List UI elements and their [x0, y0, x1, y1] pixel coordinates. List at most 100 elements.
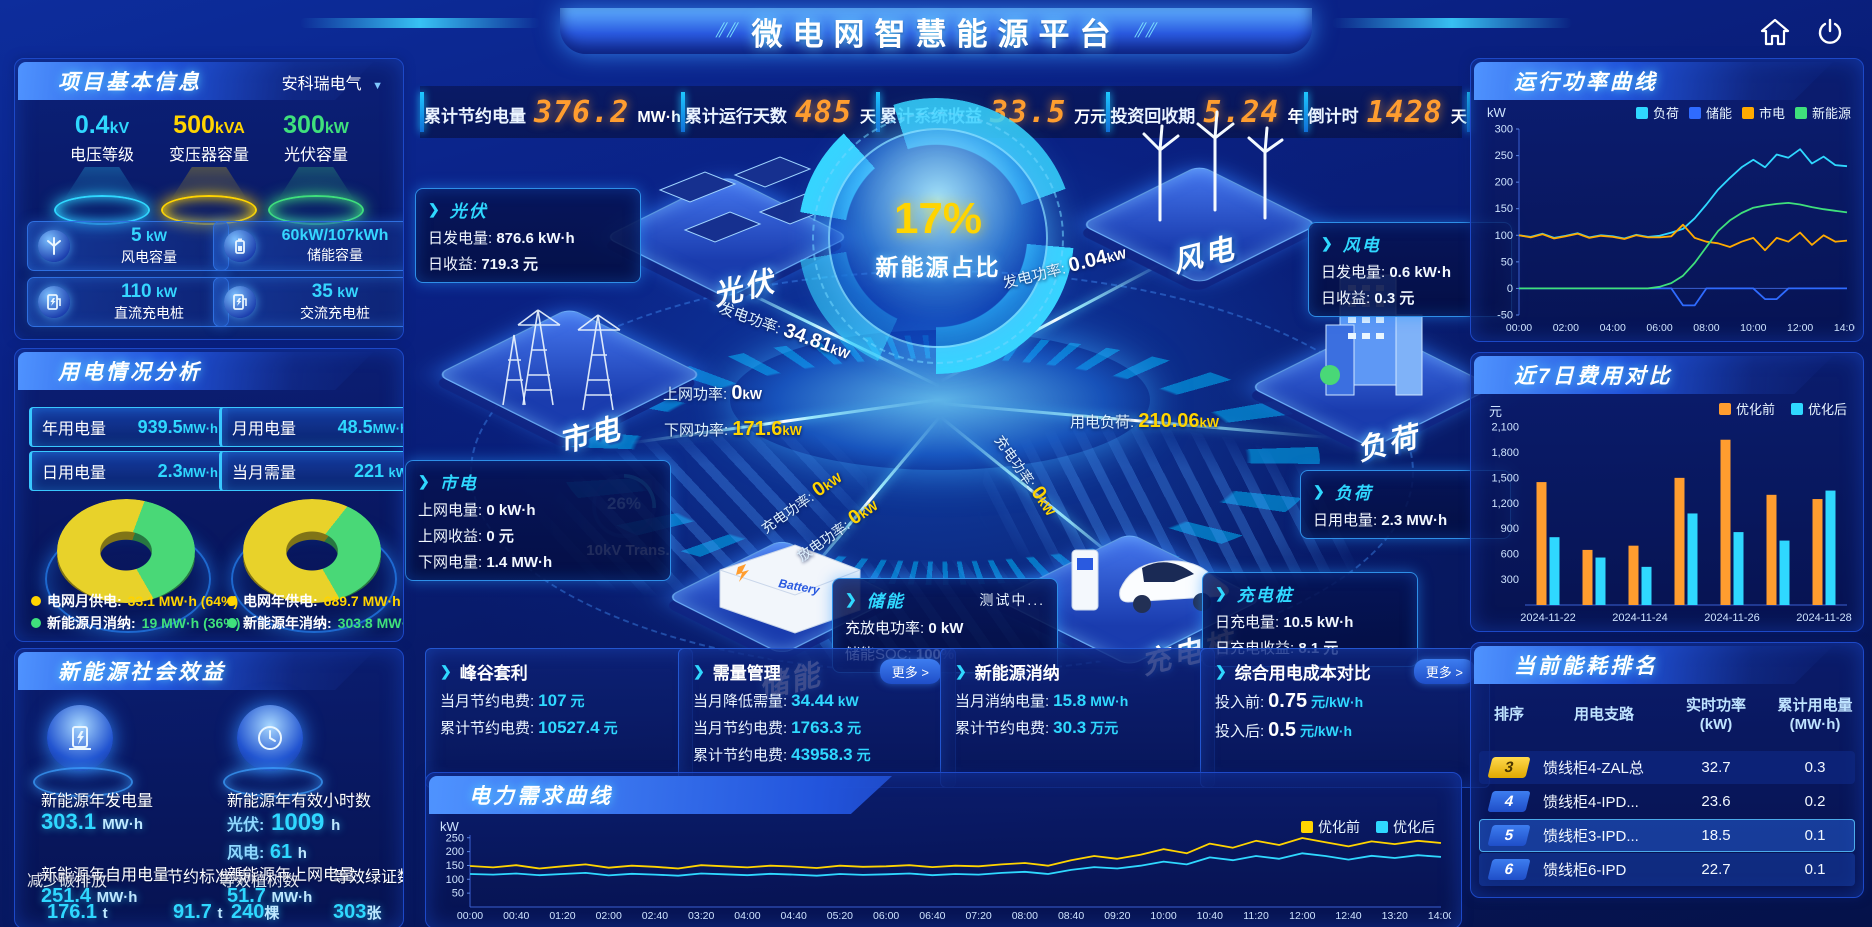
panel-title: 电力需求曲线 [469, 785, 613, 808]
trees-value: 240棵 [231, 901, 279, 924]
legend-label: 新能源 [1811, 106, 1851, 121]
ranking-row[interactable]: 6 馈线柜6-IPD 22.7 0.1 [1479, 853, 1855, 886]
stats-separator [1466, 92, 1471, 132]
kpi-title-text: 新能源消纳 [974, 664, 1060, 683]
annual-togrid-label: 新能源年上网电量 [227, 867, 356, 884]
stat-unit: MW·h [182, 420, 218, 436]
legend-label: 优化后 [1807, 402, 1847, 417]
annual-selfuse-value: 251.4 MW·h [41, 885, 137, 908]
value: 51.7 [227, 885, 266, 907]
card-storage-capacity: 60kW/107kWh 储能容量 [213, 221, 403, 271]
panel-cost-comparison: 近7日费用对比 元 优化前 优化后 300 600 900 1,200 1,500 1,8… [1470, 352, 1864, 632]
home-icon[interactable] [1760, 18, 1790, 46]
branch-name: 馈线柜4-IPD... [1543, 794, 1639, 811]
pedestal-value: 500 [173, 111, 215, 139]
y-tick-label: 250 [446, 832, 464, 844]
solar-panels-illustration [658, 156, 820, 243]
pv-info-box: ❯ 光伏 日发电量: 876.6 kW·h 日收益: 719.3 元 [415, 188, 641, 283]
kpi-title-text: 需量管理 [712, 664, 781, 683]
kpi-label: 累计节约电费: [693, 747, 788, 764]
center-ring-dashed [812, 112, 1064, 364]
donut-top [57, 499, 195, 603]
kpi-label: 投入前: [1215, 694, 1265, 711]
info-label: 下网电量: [418, 554, 483, 571]
kpi-unit: 元/kW·h [1311, 694, 1364, 710]
trees-label: 等效植树数 [219, 873, 300, 890]
x-tick-label: 09:20 [1104, 910, 1130, 922]
power-icon[interactable] [1816, 18, 1844, 46]
x-tick-label: 02:00 [1553, 322, 1579, 334]
legend-swatch [1741, 107, 1754, 119]
energy-value: 0.2 [1804, 793, 1826, 810]
kpi-unit: 元 [847, 720, 862, 736]
panel-header: 当前能耗排名 [1474, 646, 1833, 684]
info-row: 日充电量: 10.5 kW·h [1215, 611, 1405, 632]
dc-charger-icon [38, 286, 70, 318]
info-value: 0.3 元 [1374, 290, 1415, 307]
x-tick-label: 14:00 [1834, 322, 1855, 334]
annual-generation-value: 303.1 MW·h [41, 809, 143, 835]
info-row: 日发电量: 876.6 kW·h [428, 227, 628, 248]
card-text: 60kW/107kWh 储能容量 [266, 227, 403, 265]
kpi-title: ❯ 需量管理 更多 > [693, 659, 941, 684]
info-title-text: 负荷 [1334, 484, 1373, 503]
flow-value: 171.6 [732, 418, 783, 440]
y-tick-label: 300 [1495, 124, 1513, 136]
ranking-row[interactable]: 3 馈线柜4-ZAL总 32.7 0.3 [1479, 751, 1855, 784]
chevron-icon: ❯ [418, 473, 432, 489]
kpi-value: 0.75 [1268, 690, 1308, 712]
month-consumption-donut [45, 499, 211, 633]
panel-header: 用电情况分析 [18, 352, 374, 390]
cost-more-button[interactable]: 更多 > [1413, 659, 1475, 684]
legend-swatch [1376, 821, 1388, 833]
info-label: 上网收益: [418, 528, 483, 545]
legend-item: 储能 [1688, 103, 1732, 122]
annual-generation-label: 新能源年发电量 [41, 793, 154, 810]
y-tick-label: 2,100 [1491, 422, 1519, 434]
panel-header: 电力需求曲线 [429, 776, 893, 814]
value: 303.1 [41, 809, 97, 834]
kpi-label: 累计节约电费: [955, 720, 1050, 737]
stat-label: 累计节约电量 [424, 106, 526, 126]
stats-separator [420, 92, 424, 132]
legend-item: 负荷 [1635, 103, 1679, 122]
series-优化后 [469, 852, 1442, 877]
stat-day-usage: 日用电量 2.3MW·h [29, 451, 228, 491]
co2-label: 减少碳排放 [27, 873, 108, 890]
legend-label: 优化后 [1393, 819, 1435, 835]
kpi-row: 当月消纳电量: 15.8 MW·h [955, 690, 1200, 711]
flow-value: 0 [731, 382, 743, 404]
year-consumption-donut [231, 499, 397, 633]
rank-cell: 4 [1479, 791, 1539, 812]
demand-more-button[interactable]: 更多 > [879, 659, 941, 684]
rank-cell: 6 [1479, 859, 1539, 880]
y-tick-label: 50 [452, 888, 464, 900]
x-tick-label: 00:00 [1506, 322, 1532, 334]
kpi-row: 当月降低需量: 34.44 kW [693, 690, 941, 711]
stat-value: 939.5 [137, 416, 183, 437]
info-title-text: 储能 [866, 592, 905, 611]
ranking-row[interactable]: 5 馈线柜3-IPD... 18.5 0.1 [1479, 819, 1855, 852]
bar-优化后 [1779, 540, 1790, 605]
legend-label: 电网年供电: [243, 593, 318, 609]
chevron-icon: ❯ [845, 591, 859, 607]
kpi-row: 当月节约电费: 1763.3 元 [693, 717, 941, 738]
info-label: 日收益: [428, 256, 478, 273]
card-label: 直流充电桩 [114, 305, 184, 321]
kpi-row: 累计节约电费: 30.3 万元 [955, 717, 1200, 738]
ranking-row[interactable]: 4 馈线柜4-IPD... 23.6 0.2 [1479, 785, 1855, 818]
column-branch: 用电支路 [1573, 706, 1634, 724]
company-selector[interactable]: 安科瑞电气 ▼ [282, 70, 383, 94]
coal-label: 节约标准煤 [167, 869, 248, 886]
bar-优化后 [1687, 513, 1698, 605]
bar-优化前 [1766, 494, 1777, 605]
power-value: 18.5 [1701, 827, 1731, 844]
legend-item: 优化前 [1718, 399, 1775, 418]
legend-renewable-year: 新能源年消纳: 303.8 MW·h (31%) [227, 613, 403, 633]
card-text: 5 kW 风电容量 [80, 225, 218, 267]
label: 光伏: [227, 817, 265, 834]
header-slash-left: ⫽⫽ [715, 19, 738, 42]
renewable-share-sphere: 17% 新能源占比 [828, 128, 1048, 348]
stat-label: 倒计时 [1307, 106, 1359, 126]
